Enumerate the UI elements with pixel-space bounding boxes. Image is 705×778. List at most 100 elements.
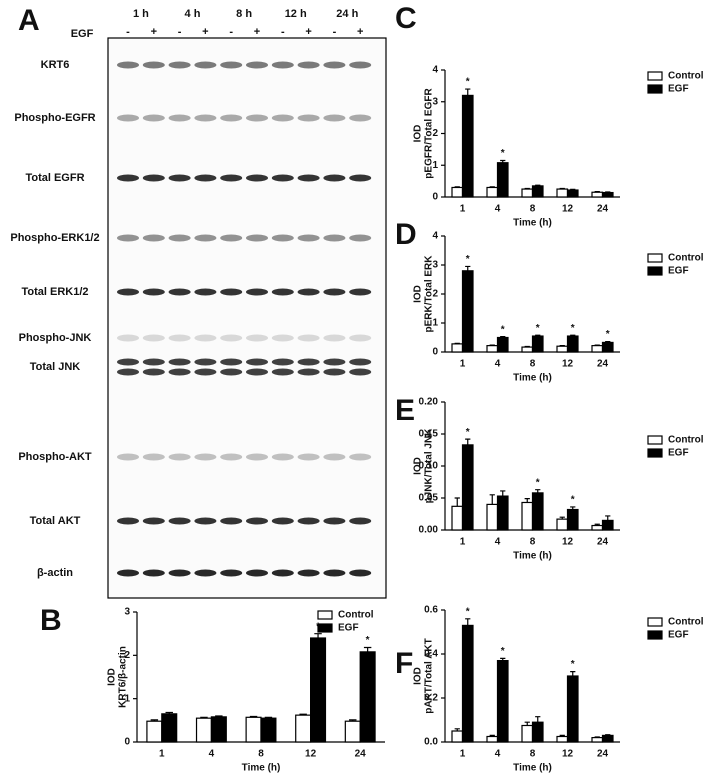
bar [451,186,464,198]
bar [601,734,614,743]
x-tick-label: 4 [495,537,501,548]
blot-band [349,288,372,296]
blot-band [117,517,139,525]
blot-band [142,234,165,242]
y-axis-label: IOD [107,668,118,686]
legend-label: Control [338,610,374,621]
blot-band [168,569,191,577]
legend-swatch [647,84,663,94]
blot-band [323,517,346,525]
significance-mark: * [466,606,470,617]
blot-band [246,368,268,376]
blot-band [271,569,294,577]
y-tick-label: 0 [124,737,130,748]
blot-band [117,234,139,242]
blot-band [220,174,243,182]
x-axis-label: Time (h) [513,218,552,229]
y-tick-label: 0.0 [424,737,438,748]
blot-band [142,334,165,342]
x-axis-label: Time (h) [242,763,281,774]
significance-mark: * [466,254,470,265]
blot-band [220,517,243,525]
panel-label: F [395,647,413,680]
y-tick-label: 0.20 [419,397,439,408]
error-bar [465,618,471,626]
blot-row-label: β-actin [37,567,73,579]
blot-band [349,334,372,342]
legend-label: EGF [668,84,689,95]
legend-swatch [647,617,663,627]
bar [591,345,604,353]
blot-band [297,174,320,182]
timepoint-label: 4 h [185,8,201,20]
blot-row-label: Total JNK [30,361,81,373]
y-axis-sublabel: pERK/Total ERK [424,255,435,333]
blot-band [271,234,294,242]
blot-band [220,61,243,69]
blot-band [271,114,294,122]
bar [531,492,544,531]
significance-mark: * [466,427,470,438]
significance-mark: * [536,477,540,488]
significance-mark: * [571,659,575,670]
blot-row-label: Phospho-EGFR [14,112,95,124]
blot-band [271,517,294,525]
bar [566,335,579,353]
blot-band [271,174,294,182]
legend-label: Control [668,71,704,82]
blot-band [220,569,243,577]
bar [556,345,569,353]
legend-label: EGF [668,266,689,277]
blot-band [246,334,268,342]
blot-band [271,453,294,461]
y-tick-label: 2 [432,289,438,300]
bar [359,651,376,743]
timepoint-label: 8 h [236,8,252,20]
bar [245,716,262,743]
bar [601,519,614,531]
bar [486,345,499,353]
blot-band [246,114,268,122]
significance-mark: * [571,323,575,334]
y-tick-label: 0 [432,192,438,203]
blot-band [117,358,139,366]
blot-band [246,174,268,182]
x-tick-label: 1 [460,537,466,548]
bar [591,524,604,531]
bar [566,675,579,743]
blot-band [168,358,191,366]
blot-band [194,288,217,296]
lane-sign: - [178,26,182,38]
bar [566,508,579,531]
blot-band [297,114,320,122]
bar [496,162,509,198]
bar [486,186,499,198]
bar [461,94,474,198]
blot-row-label: Total EGFR [25,172,84,184]
blot-band [142,453,165,461]
blot-band [168,234,191,242]
bar [521,501,534,531]
blot-band [323,358,346,366]
bar [496,495,509,531]
legend-label: Control [668,253,704,264]
blot-band [142,368,165,376]
panel-label: A [18,4,40,37]
bar [486,503,499,531]
blot-band [168,517,191,525]
x-tick-label: 4 [209,749,215,760]
x-tick-label: 24 [597,359,609,370]
bar [295,714,312,743]
blot-band [246,288,268,296]
legend-label: EGF [338,623,359,634]
blot-band [323,234,346,242]
error-bar [605,515,611,521]
y-tick-label: 1 [124,693,130,704]
y-tick-label: 0 [432,347,438,358]
blot-band [194,517,217,525]
blot-band [142,358,165,366]
x-tick-label: 1 [159,749,165,760]
blot-band [168,61,191,69]
bar [451,730,464,743]
